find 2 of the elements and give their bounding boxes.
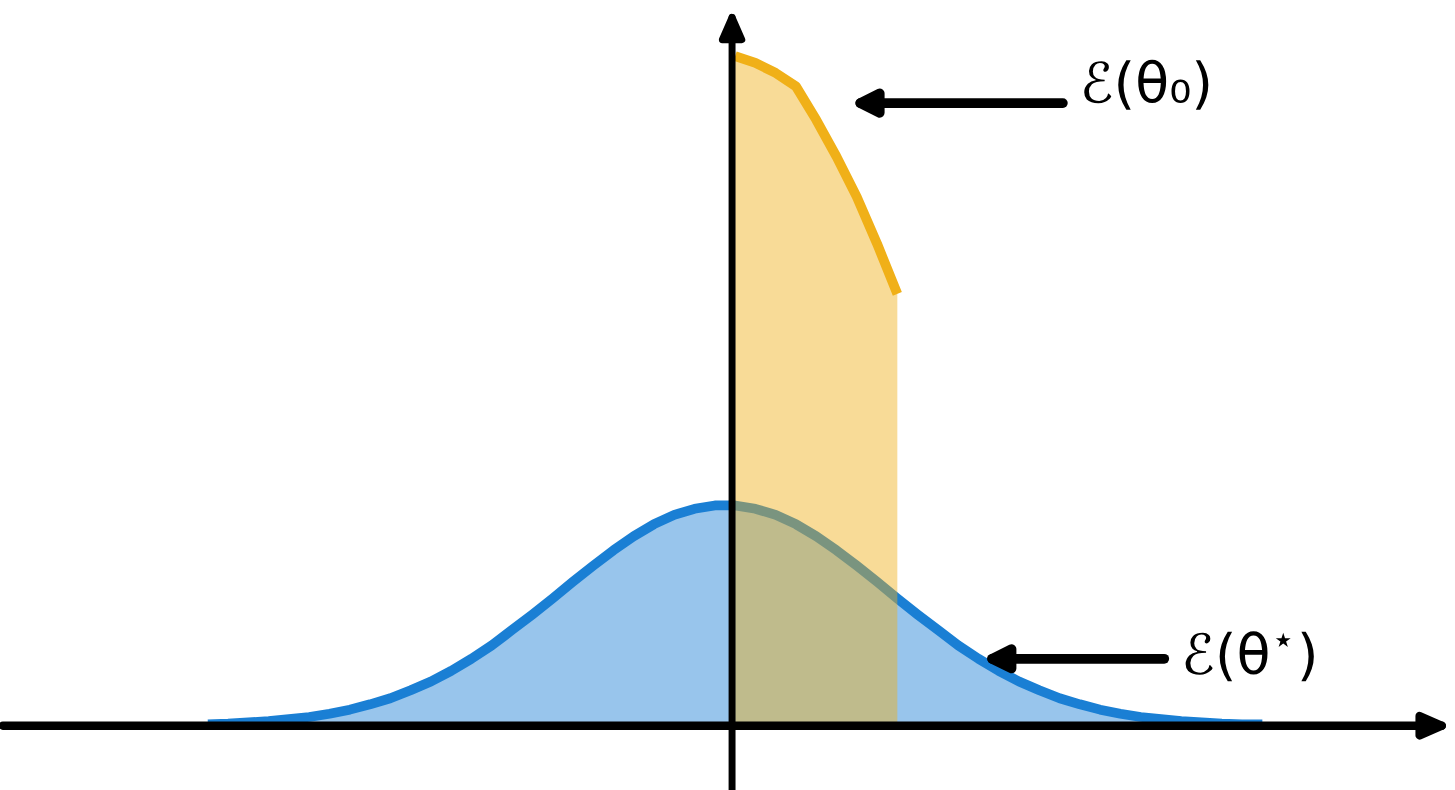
annotation: ℰ(θ₀) xyxy=(1084,59,1209,110)
annotation: ℰ(θ$^{⋆}$) xyxy=(1185,631,1314,682)
